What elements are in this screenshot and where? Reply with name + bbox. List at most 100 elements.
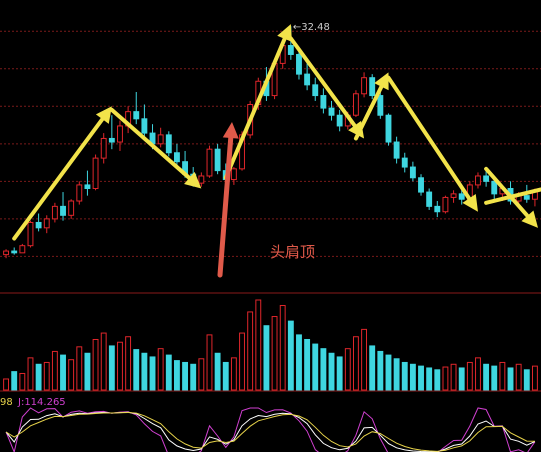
- volume-bar: [198, 358, 205, 391]
- trend-arrow-5: [386, 75, 478, 212]
- volume-bar: [312, 343, 319, 391]
- candle-body: [141, 118, 148, 134]
- candle-body: [206, 148, 213, 177]
- volume-bar: [68, 359, 75, 391]
- candle-body: [35, 221, 42, 229]
- candle-body: [483, 175, 490, 182]
- candle-body: [377, 95, 384, 116]
- volume-bar: [344, 348, 351, 391]
- trend-arrow-1-head: [184, 171, 202, 189]
- volume-bar: [3, 378, 10, 391]
- volume-bar: [239, 332, 245, 391]
- volume-bar: [515, 363, 522, 391]
- candle-body: [458, 193, 465, 200]
- candle-body: [426, 191, 433, 207]
- candle-body: [287, 45, 294, 55]
- volume-bar: [125, 336, 132, 391]
- volume-bar: [369, 345, 376, 391]
- trend-arrow-2: [223, 24, 292, 180]
- volume-bar: [165, 354, 172, 391]
- candle-body: [418, 177, 424, 193]
- trend-arrow-0-head: [95, 106, 112, 124]
- trend-arrow-4: [353, 72, 389, 141]
- candle-body: [92, 157, 99, 189]
- trend-arrow-5-shaft: [386, 75, 472, 201]
- candle-body: [198, 175, 205, 184]
- kdj-k-line: [5, 411, 536, 452]
- trend-arrow-6-shaft: [484, 187, 541, 205]
- volume-bar: [418, 365, 424, 391]
- candle-body: [401, 157, 408, 168]
- trend-arrow-2-head: [277, 24, 292, 42]
- trend-arrow-exit: [484, 166, 538, 228]
- volume-bar: [458, 367, 465, 391]
- volume-bar: [173, 360, 180, 391]
- candle-body: [214, 148, 221, 172]
- volume-bar: [320, 348, 327, 391]
- volume-bar: [263, 325, 270, 391]
- trend-arrow-0: [12, 106, 112, 241]
- candle-body: [409, 166, 416, 179]
- candle-body: [442, 196, 449, 213]
- volume-bar: [296, 334, 302, 391]
- volume-bar: [27, 357, 34, 391]
- trend-arrow-3: [288, 36, 365, 139]
- volume-bar: [279, 305, 286, 391]
- candle-body: [27, 221, 34, 247]
- volume-bar: [531, 365, 538, 391]
- volume-bar: [385, 354, 392, 391]
- volume-bar: [149, 356, 156, 391]
- volume-bar: [19, 372, 26, 391]
- volume-bar: [133, 349, 140, 391]
- max-price-label: ←32.48: [293, 22, 330, 33]
- candle-body: [296, 53, 302, 75]
- kdj-d-line: [5, 411, 535, 452]
- candle-body: [157, 134, 164, 145]
- volume-bar: [43, 361, 50, 391]
- candle-body: [165, 134, 172, 154]
- volume-bar: [60, 354, 66, 391]
- head-pointer-arrow: [217, 122, 239, 278]
- volume-bar: [361, 328, 368, 391]
- volume-bar: [92, 338, 99, 391]
- volume-bar: [499, 361, 506, 391]
- candle-body: [450, 193, 457, 198]
- volume-bar: [247, 311, 254, 391]
- trend-arrow-3-shaft: [288, 36, 357, 128]
- candle-body: [361, 77, 368, 95]
- volume-bar: [287, 320, 294, 391]
- volume-bar: [450, 363, 457, 391]
- volume-bar: [117, 341, 123, 391]
- volume-bar: [328, 352, 335, 391]
- trend-arrow-exit-shaft: [484, 166, 530, 218]
- head-pointer-arrow-head: [222, 122, 239, 139]
- volume-bar: [393, 358, 400, 391]
- volume-bar: [35, 363, 42, 391]
- volume-bar: [214, 352, 221, 391]
- candle-body: [108, 137, 115, 143]
- trend-arrow-exit-head: [521, 210, 538, 228]
- candle-body: [68, 200, 75, 216]
- candle-body: [100, 137, 107, 159]
- candle-body: [369, 77, 376, 97]
- volume-bar: [491, 365, 498, 391]
- kdj-lines: [5, 407, 536, 452]
- volume-bar: [100, 332, 107, 391]
- volume-bar: [434, 369, 441, 391]
- trend-arrow-6: [484, 187, 541, 205]
- candle-body: [523, 195, 530, 200]
- candle-body: [76, 184, 83, 202]
- volume-bar: [76, 346, 83, 391]
- candle-body: [312, 84, 319, 97]
- volume-bar: [190, 363, 197, 391]
- volume-bar: [352, 336, 359, 391]
- volume-bar: [206, 334, 213, 391]
- candle-body: [328, 107, 335, 116]
- pattern-annotation: 头肩顶: [270, 243, 315, 261]
- candle-body: [336, 114, 343, 127]
- candle-body: [320, 95, 327, 109]
- volume-bar: [182, 361, 189, 391]
- volume-bar: [466, 361, 473, 391]
- candle-body: [393, 141, 400, 159]
